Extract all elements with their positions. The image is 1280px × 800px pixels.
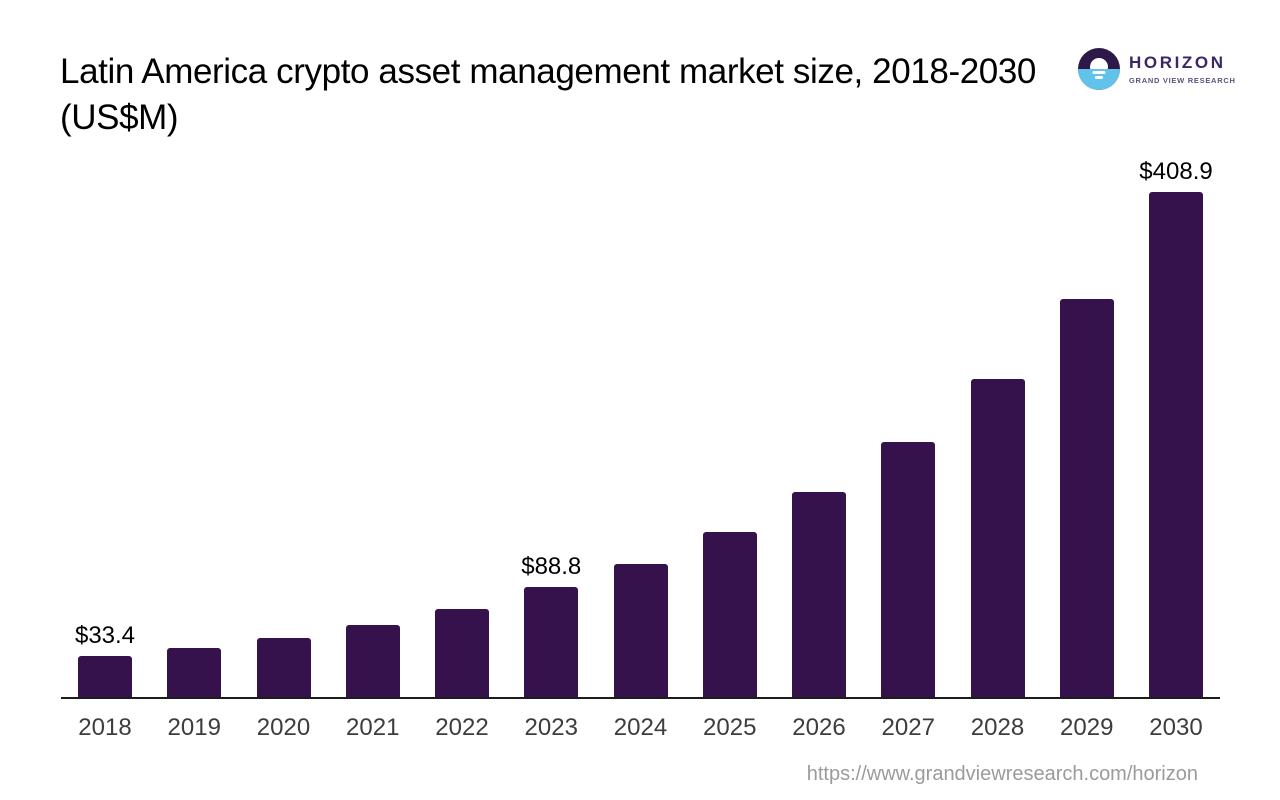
- bar-group-2023: $88.8 2023: [521, 192, 582, 741]
- bar-2029: [1059, 299, 1114, 697]
- logo-reflection-dash: [1095, 76, 1103, 79]
- value-label-2023: $88.8: [521, 553, 582, 580]
- bar-group-2019: 2019: [167, 192, 222, 741]
- x-tick-2027: 2027: [881, 714, 935, 741]
- x-tick-2028: 2028: [970, 714, 1025, 741]
- bar-2025: [702, 532, 757, 697]
- bar-group-2025: 2025: [702, 192, 757, 741]
- bar-2019: [167, 648, 222, 697]
- x-axis-line: [61, 697, 1220, 699]
- bar-group-2028: 2028: [970, 192, 1025, 741]
- bar-2023: [524, 587, 579, 697]
- x-tick-2029: 2029: [1060, 714, 1114, 741]
- x-tick-2021: 2021: [346, 714, 400, 741]
- x-tick-2020: 2020: [256, 714, 311, 741]
- value-label-2030: $408.9: [1139, 158, 1213, 185]
- logo-text: HORIZON GRAND VIEW RESEARCH: [1129, 53, 1236, 85]
- bar-2018: [78, 656, 132, 697]
- bar-group-2021: 2021: [345, 192, 400, 741]
- logo-sea-shape: [1078, 69, 1120, 90]
- logo-reflection-dash: [1092, 71, 1106, 74]
- x-tick-2023: 2023: [524, 714, 578, 741]
- bar-2024: [613, 564, 668, 697]
- bar-2022: [435, 609, 489, 697]
- horizon-logo: HORIZON GRAND VIEW RESEARCH: [1078, 48, 1236, 90]
- bar-group-2030: $408.9 2030: [1139, 158, 1212, 741]
- bar-group-2020: 2020: [256, 192, 311, 741]
- chart-title-line2: (US$M): [60, 98, 179, 137]
- bar-group-2024: 2024: [613, 192, 668, 741]
- logo-tagline: GRAND VIEW RESEARCH: [1129, 76, 1236, 85]
- bar-group-2018: $33.4 2018: [74, 192, 136, 741]
- bar-2028: [970, 379, 1025, 697]
- bar-2020: [256, 638, 311, 697]
- bar-group-2026: 2026: [792, 192, 846, 741]
- x-tick-2018: 2018: [78, 714, 132, 741]
- x-tick-2024: 2024: [613, 714, 668, 741]
- bar-group-2027: 2027: [881, 192, 936, 741]
- bars-container: $33.4 2018 2019 2020 2021 2022 $88.8 2023 2024 20…: [61, 158, 1220, 741]
- logo-brand: HORIZON: [1129, 53, 1226, 72]
- x-tick-2022: 2022: [435, 714, 489, 741]
- bar-2027: [881, 442, 936, 697]
- chart-title-line1: Latin America crypto asset management ma…: [60, 52, 1036, 91]
- x-tick-2026: 2026: [792, 714, 846, 741]
- x-tick-2019: 2019: [167, 714, 221, 741]
- bar-2026: [792, 492, 846, 697]
- bar-group-2022: 2022: [435, 192, 489, 741]
- value-label-2018: $33.4: [74, 622, 136, 649]
- bar-group-2029: 2029: [1059, 192, 1114, 741]
- source-url: https://www.grandviewresearch.com/horizo…: [806, 763, 1198, 785]
- bar-2030: [1149, 192, 1203, 697]
- x-tick-2025: 2025: [703, 714, 757, 741]
- plot-area: $33.4 2018 2019 2020 2021 2022 $88.8 2023 2024 20…: [61, 158, 1220, 741]
- x-tick-2030: 2030: [1149, 714, 1203, 741]
- horizon-logo-icon: [1078, 48, 1120, 90]
- bar-2021: [345, 625, 400, 697]
- chart-title: Latin America crypto asset management ma…: [60, 49, 1036, 141]
